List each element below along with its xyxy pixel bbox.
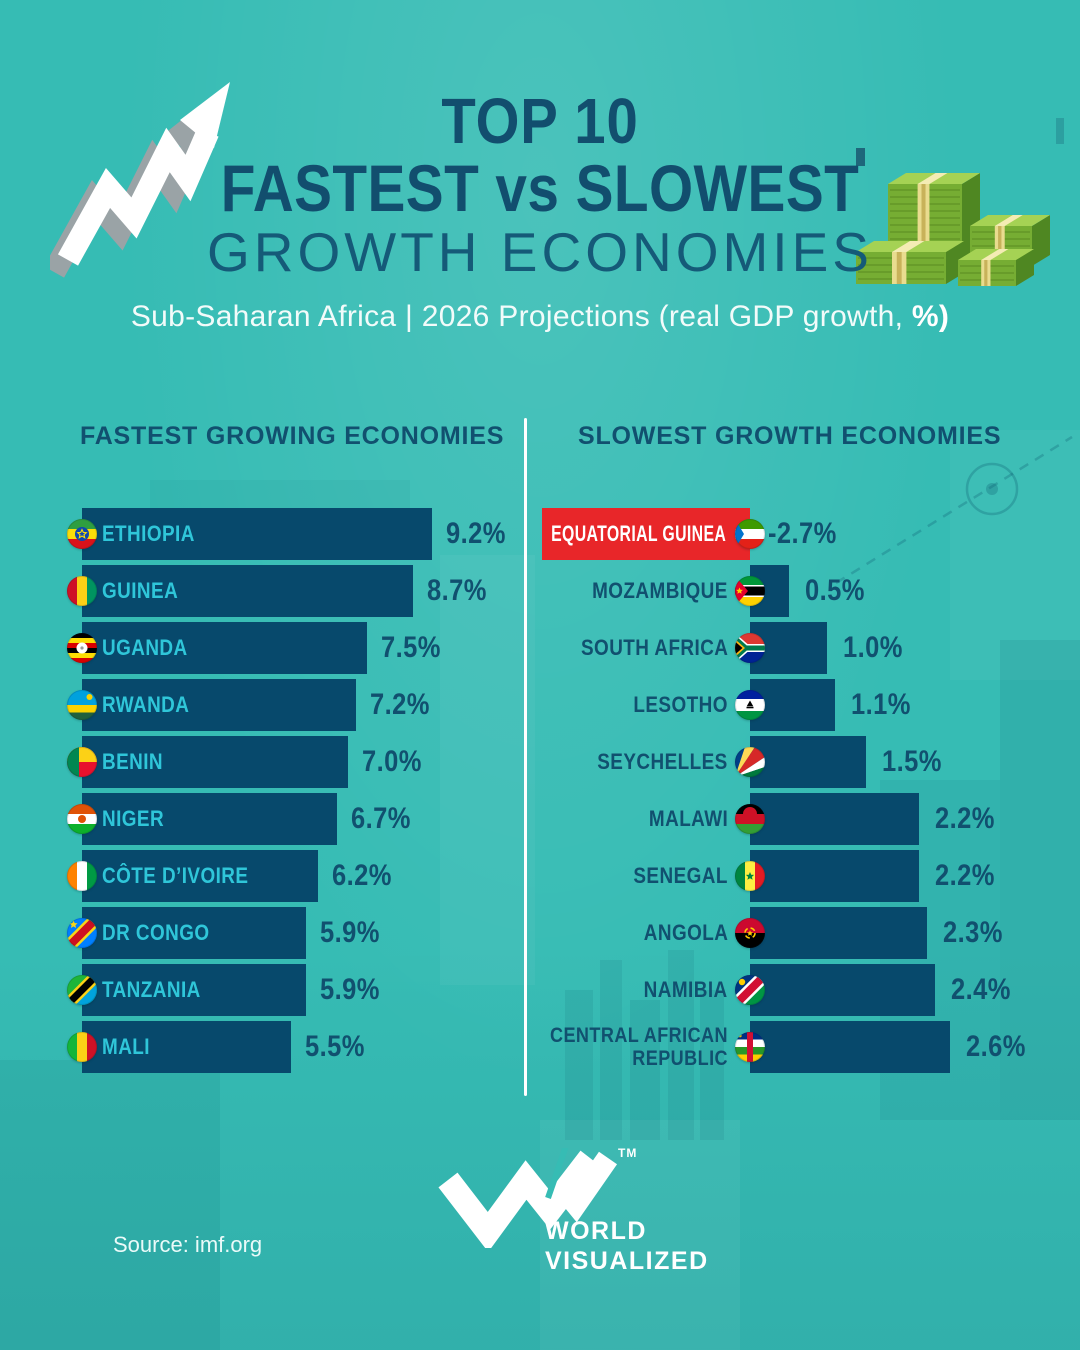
bar-dr-congo [82,907,306,959]
growth-arrow-icon [50,82,230,278]
bar-seychelles [750,736,866,788]
value-niger: 6.7% [351,802,411,835]
left-column-header: FASTEST GROWING ECONOMIES [80,422,505,450]
value-lesotho: 1.1% [851,688,911,721]
benin-flag-icon [67,747,97,777]
niger-flag-icon [67,804,97,834]
value-angola: 2.3% [943,916,1003,949]
country-label-cote-divoire: CÔTE D’IVOIRE [102,863,249,888]
value-cote-divoire: 6.2% [332,859,392,892]
malawi-flag-icon [735,804,765,834]
title-growth-economies: GROWTH ECONOMIES [207,221,873,283]
mozambique-flag-icon [735,576,765,606]
country-label-malawi: MALAWI [648,805,728,831]
bar-namibia [750,964,935,1016]
logo-word-visualized: VISUALIZED [545,1247,709,1275]
namibia-flag-icon [735,975,765,1005]
trademark-symbol: TM [618,1146,638,1160]
bar-benin [82,736,348,788]
country-label-niger: NIGER [102,806,165,831]
cote-divoire-flag-icon [67,861,97,891]
value-equatorial-guinea: -2.7% [768,517,837,550]
rwanda-flag-icon [67,690,97,720]
value-rwanda: 7.2% [370,688,430,721]
uganda-flag-icon [67,633,97,663]
bar-ethiopia [82,508,432,560]
country-label-angola: ANGOLA [643,919,728,945]
value-dr-congo: 5.9% [320,916,380,949]
bar-guinea [82,565,413,617]
country-label-equatorial-guinea: EQUATORIAL GUINEA [550,520,726,546]
bar-malawi [750,793,919,845]
dr-congo-flag-icon [67,918,97,948]
value-seychelles: 1.5% [882,745,942,778]
country-label-guinea: GUINEA [102,578,179,603]
value-central-african-republic: 2.6% [966,1030,1026,1063]
country-label-rwanda: RWANDA [102,692,190,717]
value-benin: 7.0% [362,745,422,778]
bar-mali [82,1021,291,1073]
country-label-namibia: NAMIBIA [644,976,728,1002]
value-ethiopia: 9.2% [446,517,506,550]
bar-niger [82,793,337,845]
world-visualized-logo-icon [438,1148,618,1248]
lesotho-flag-icon [735,690,765,720]
value-malawi: 2.2% [935,802,995,835]
country-label-benin: BENIN [102,749,164,774]
bar-uganda [82,622,367,674]
bar-tanzania [82,964,306,1016]
value-mali: 5.5% [305,1030,365,1063]
bar-central-african-republic [750,1021,950,1073]
country-label-mozambique: MOZAMBIQUE [592,577,728,603]
value-uganda: 7.5% [381,631,441,664]
logo-wordmark: WORLD VISUALIZED [545,1216,709,1276]
logo-word-world: WORLD [545,1217,647,1245]
country-label-dr-congo: DR CONGO [102,920,210,945]
guinea-flag-icon [67,576,97,606]
country-label-uganda: UGANDA [102,635,188,660]
country-label-tanzania: TANZANIA [102,977,201,1002]
angola-flag-icon [735,918,765,948]
title-top-10: TOP 10 [441,85,639,157]
bar-rwanda [82,679,356,731]
tanzania-flag-icon [67,975,97,1005]
title-fastest-vs-slowest: FASTEST vs SLOWEST [220,151,860,225]
country-label-senegal: SENEGAL [633,862,728,888]
bar-equatorial-guinea-highlight [542,508,750,560]
country-label-south-africa: SOUTH AFRICA [580,634,728,660]
bar-senegal [750,850,919,902]
mali-flag-icon [67,1032,97,1062]
value-tanzania: 5.9% [320,973,380,1006]
country-label-lesotho: LESOTHO [633,691,728,717]
value-mozambique: 0.5% [805,574,865,607]
background-patch [440,555,535,985]
country-label-ethiopia: ETHIOPIA [102,521,195,546]
country-label-mali: MALI [102,1034,150,1059]
central-african-republic-flag-icon [735,1032,765,1062]
country-label-seychelles: SEYCHELLES [597,748,728,774]
money-stacks-icon [856,173,1050,286]
background-patch [0,1060,220,1350]
south-africa-flag-icon [735,633,765,663]
column-divider [524,418,527,1096]
country-label-central-african-republic: CENTRAL AFRICAN REPUBLIC [549,1023,728,1070]
ethiopia-flag-icon [67,519,97,549]
source-text: Source: imf.org [113,1232,263,1257]
senegal-flag-icon [735,861,765,891]
value-south-africa: 1.0% [843,631,903,664]
value-guinea: 8.7% [427,574,487,607]
subtitle-text: Sub-Saharan Africa | 2026 Projections (r… [130,300,912,333]
right-column-header: SLOWEST GROWTH ECONOMIES [578,422,1002,450]
value-namibia: 2.4% [951,973,1011,1006]
subtitle: Sub-Saharan Africa | 2026 Projections (r… [0,300,1080,334]
subtitle-bold-percent: %) [911,300,950,333]
bar-angola [750,907,927,959]
dashed-trendline-decoration [835,435,1073,585]
equatorial-guinea-flag-icon [735,519,765,549]
value-senegal: 2.2% [935,859,995,892]
bar-cote-divoire [82,850,318,902]
seychelles-flag-icon [735,747,765,777]
